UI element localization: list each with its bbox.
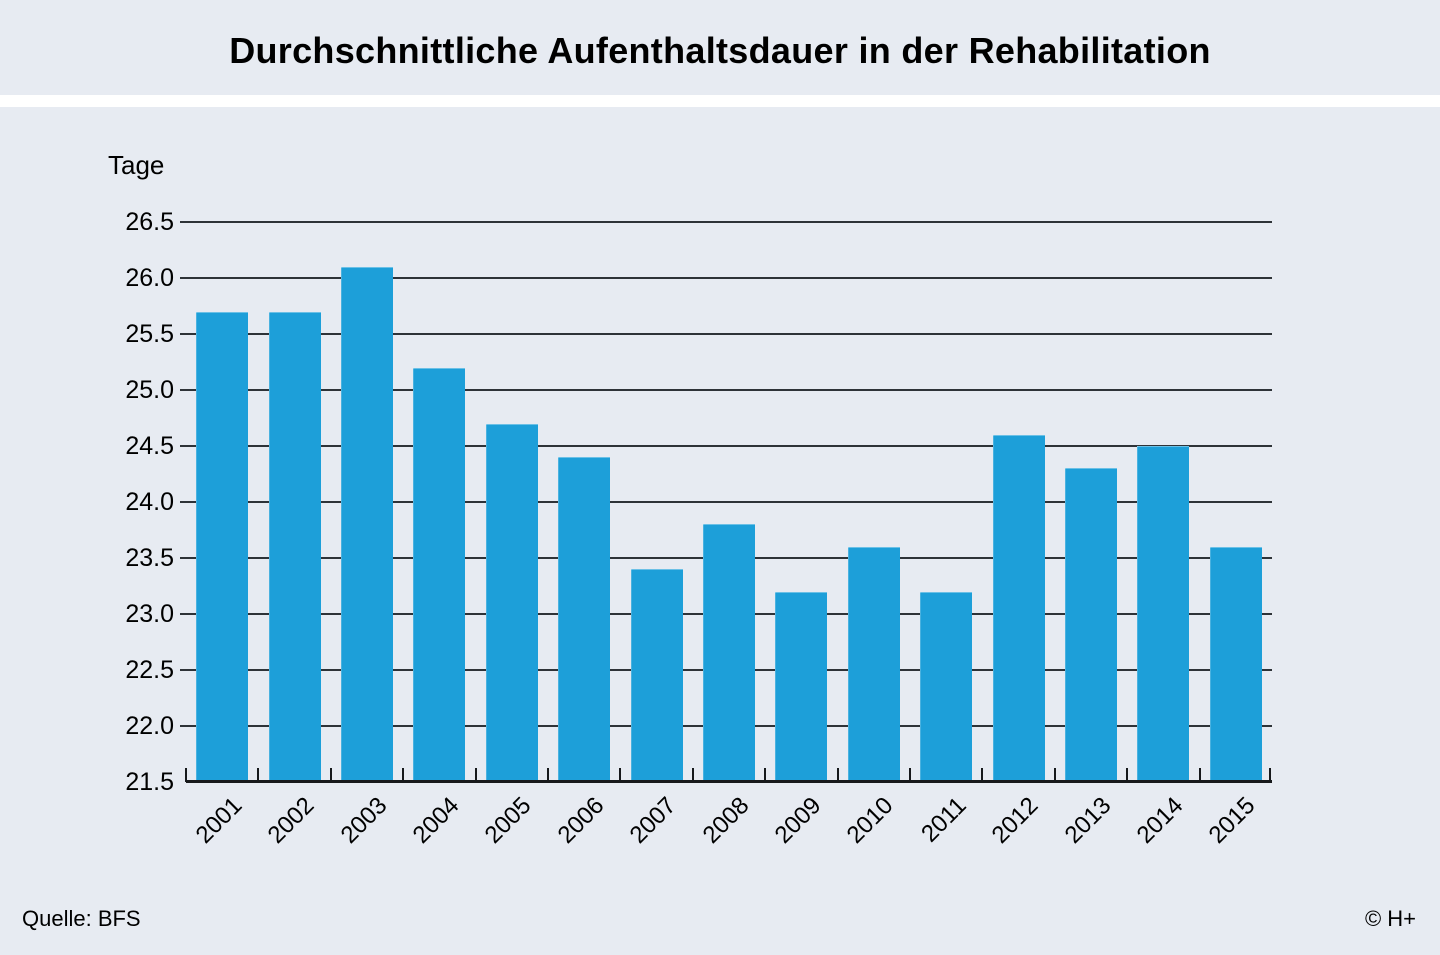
x-tick-label: 2009	[769, 792, 827, 849]
x-tick-label: 2008	[697, 792, 755, 849]
y-tick-label: 22.5	[125, 656, 174, 684]
bar-2003	[341, 266, 393, 782]
y-tick-label: 25.5	[125, 320, 174, 348]
gridline	[180, 389, 1272, 391]
x-tick	[1126, 768, 1129, 782]
bar-2006	[558, 457, 611, 782]
x-tick	[836, 768, 839, 782]
bar-2008	[703, 524, 755, 782]
y-tick-label: 26.5	[125, 208, 174, 236]
x-tick	[185, 768, 187, 782]
x-tick	[257, 768, 260, 782]
gridline	[180, 445, 1272, 447]
y-tick-label: 26.0	[125, 264, 174, 292]
x-tick-label: 2011	[915, 792, 972, 848]
x-tick-label: 2005	[480, 792, 537, 849]
x-tick-label: 2004	[407, 792, 465, 849]
x-tick	[1198, 768, 1201, 782]
x-tick-label: 2007	[624, 792, 682, 849]
x-tick	[474, 768, 477, 782]
bar-2010	[847, 546, 900, 782]
y-tick-label: 23.0	[125, 600, 174, 628]
bar-2007	[630, 569, 683, 782]
bar-2014	[1137, 446, 1190, 782]
x-tick-label: 2003	[335, 792, 393, 849]
bar-2015	[1209, 546, 1262, 782]
y-tick-label: 22.0	[125, 712, 174, 740]
x-tick-label: 2006	[552, 792, 610, 849]
y-tick-label: 23.5	[125, 544, 174, 572]
x-tick-label: 2013	[1059, 792, 1117, 849]
gridline	[180, 501, 1272, 503]
y-tick-label: 25.0	[125, 376, 174, 404]
chart-title: Durchschnittliche Aufenthaltsdauer in de…	[229, 29, 1211, 71]
copyright-label: © H+	[1364, 906, 1416, 931]
x-tick-label: 2014	[1131, 792, 1189, 849]
bar-2001	[196, 311, 249, 782]
x-tick	[619, 768, 622, 782]
title-band: Durchschnittliche Aufenthaltsdauer in de…	[0, 0, 1440, 95]
x-tick	[402, 768, 405, 782]
bar-2013	[1065, 468, 1117, 782]
y-tick-label: 24.0	[125, 488, 174, 516]
x-tick	[909, 768, 911, 782]
gridline	[180, 221, 1272, 223]
x-tick	[1053, 768, 1056, 782]
gridline	[180, 333, 1272, 335]
x-tick	[1269, 768, 1271, 782]
x-tick	[764, 768, 767, 782]
x-tick-label: 2015	[1204, 792, 1261, 849]
x-tick	[981, 768, 984, 782]
x-tick	[547, 768, 549, 782]
x-tick	[329, 768, 332, 782]
x-tick-label: 2002	[262, 792, 320, 849]
bar-2012	[992, 434, 1045, 782]
y-axis-title: Tage	[108, 150, 165, 180]
x-tick-label: 2001	[190, 792, 248, 849]
y-tick-label: 24.5	[125, 432, 174, 460]
x-axis-line	[186, 780, 1272, 783]
bar-2011	[920, 591, 973, 782]
source-label: Quelle: BFS	[22, 906, 141, 931]
bar-2004	[413, 367, 466, 782]
bar-2009	[775, 591, 828, 782]
y-tick-label: 21.5	[125, 768, 174, 796]
gridline	[180, 277, 1272, 279]
x-tick	[691, 768, 694, 782]
bar-2002	[268, 311, 321, 782]
bar-2005	[485, 423, 538, 782]
x-tick-label: 2012	[986, 792, 1044, 849]
x-tick-label: 2010	[842, 792, 899, 849]
title-separator	[0, 95, 1440, 107]
